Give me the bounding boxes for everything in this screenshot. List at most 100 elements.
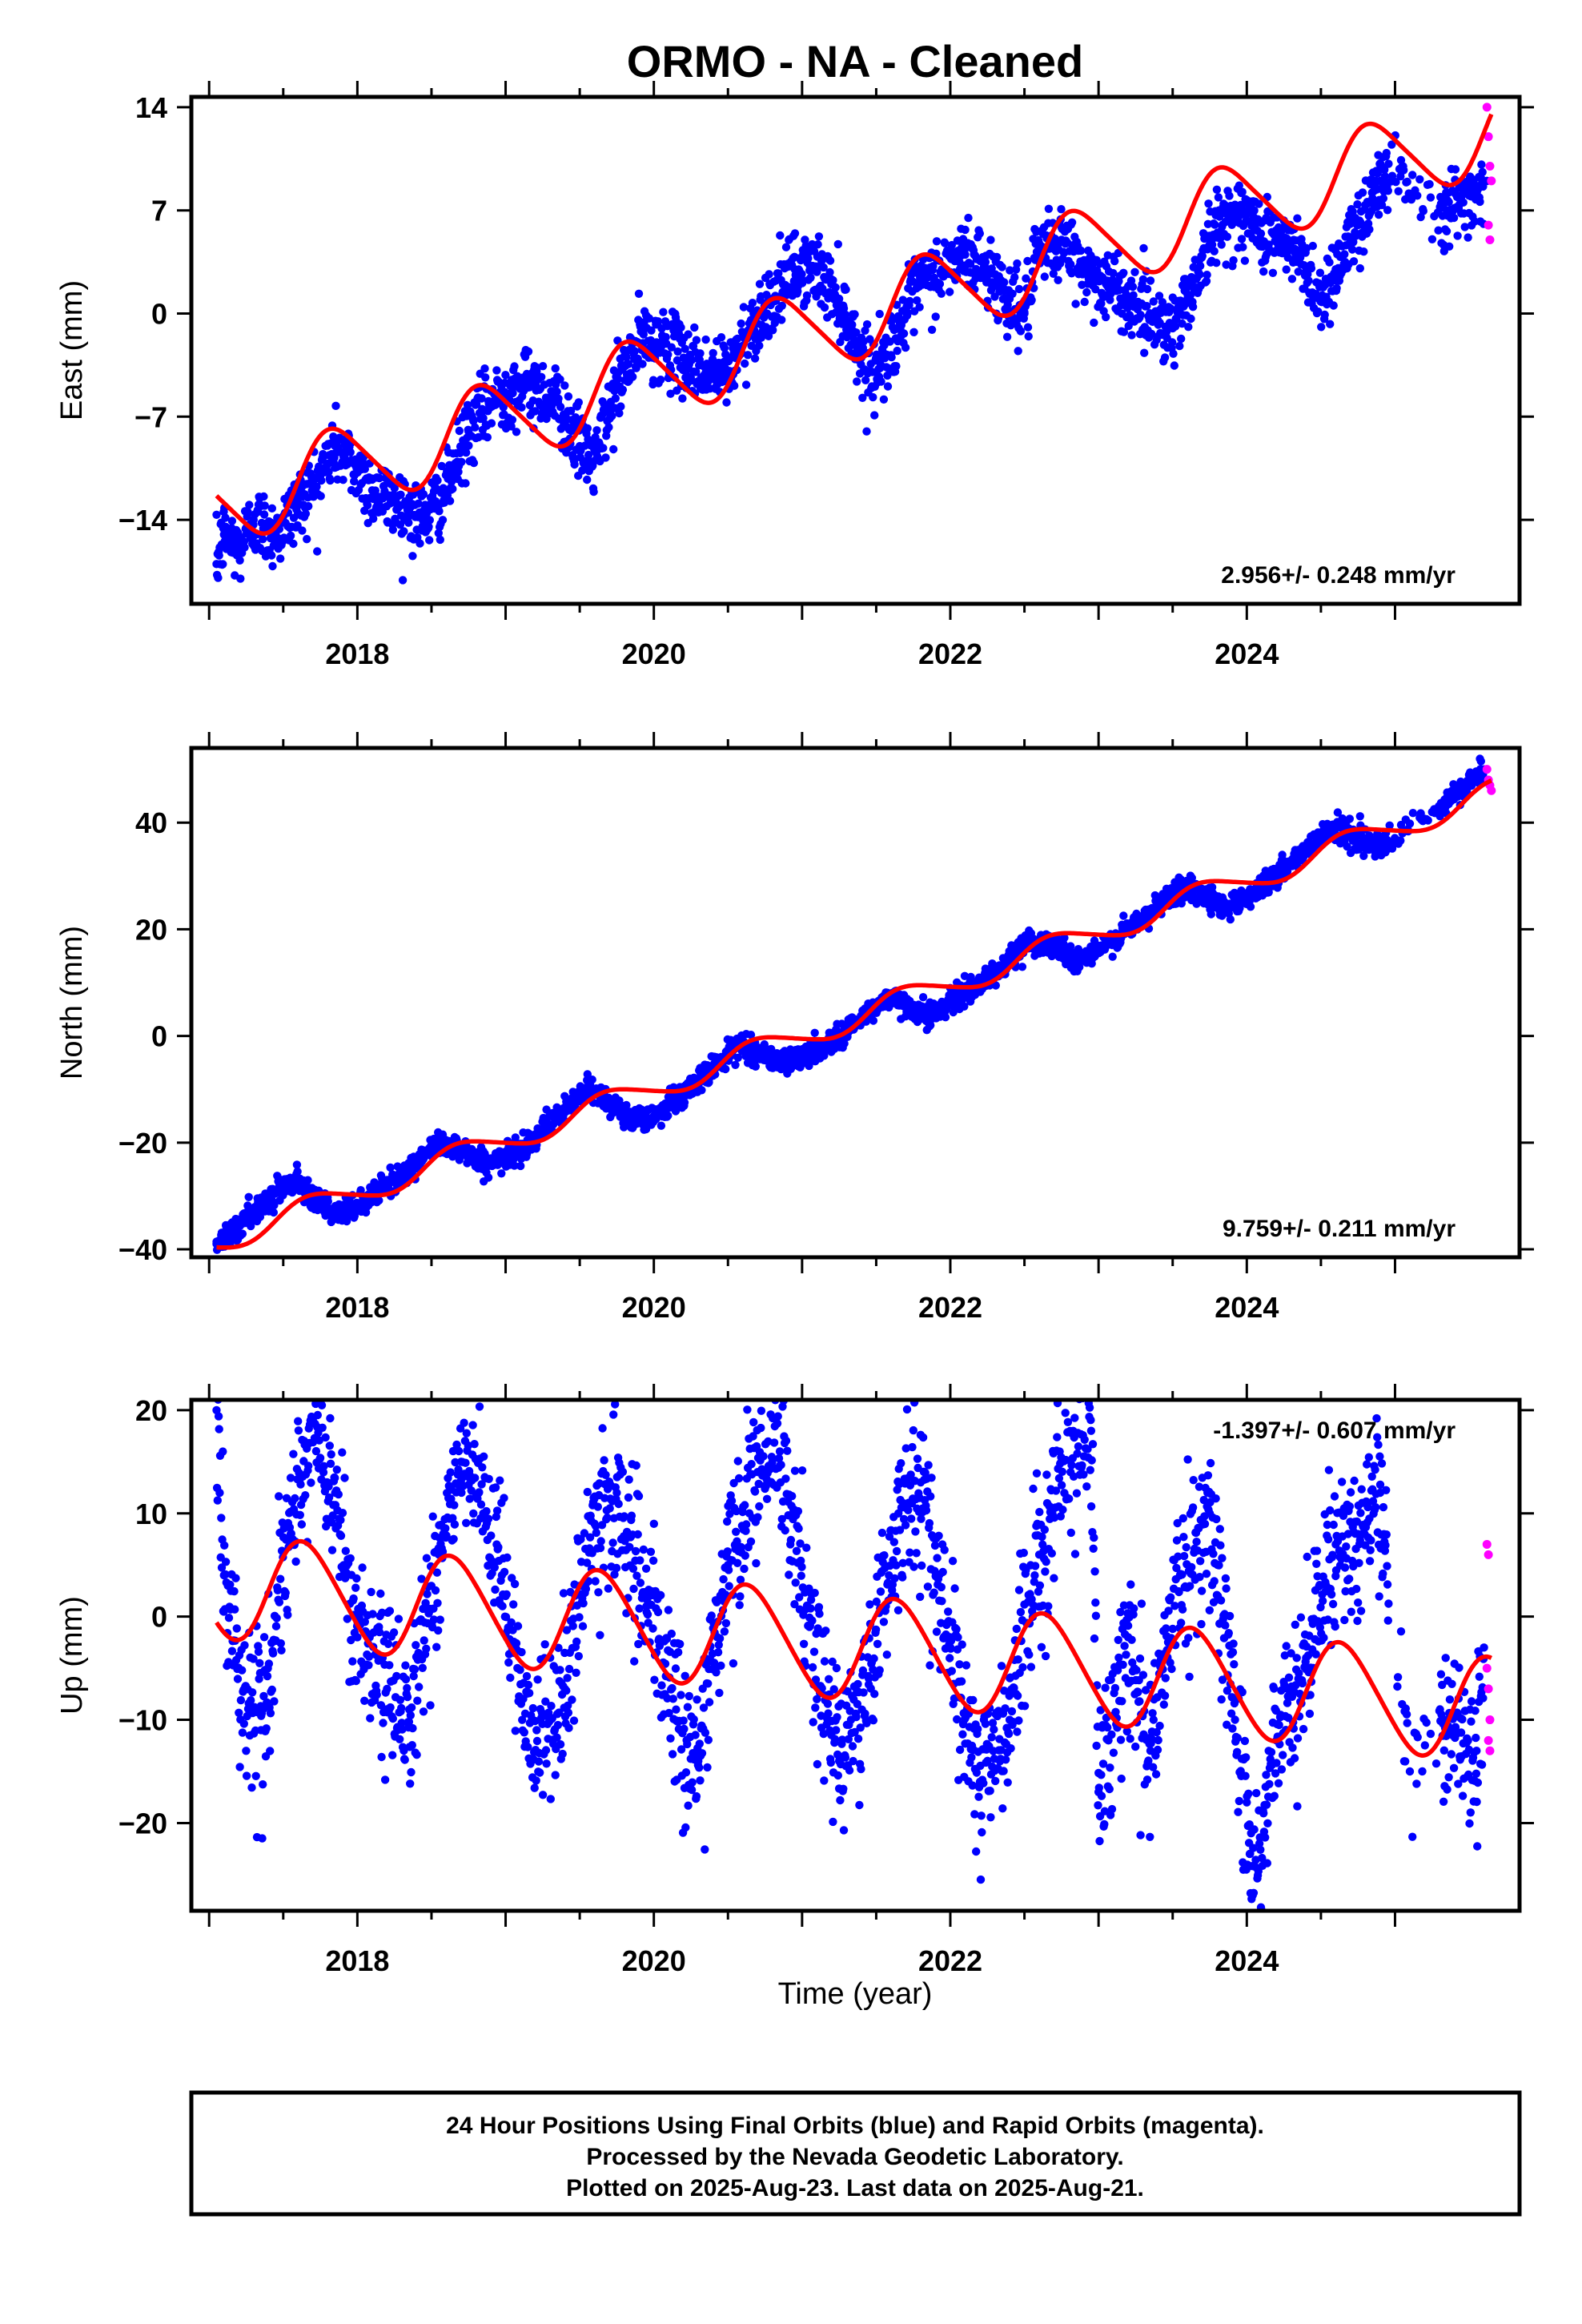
- east-final-point: [1314, 307, 1323, 316]
- east-final-point: [681, 344, 689, 353]
- east-x-tick-label: 2018: [325, 637, 389, 670]
- east-final-point: [599, 444, 608, 452]
- east-final-point: [776, 231, 785, 240]
- east-final-point: [1124, 321, 1133, 331]
- north-y-tick-label: 40: [135, 806, 167, 839]
- north-final-point: [1355, 812, 1365, 821]
- east-final-point: [571, 413, 580, 422]
- east-final-point: [1195, 270, 1204, 279]
- east-final-point: [294, 501, 303, 509]
- east-final-point: [1205, 235, 1215, 244]
- east-final-point: [1082, 287, 1091, 297]
- north-y-tick-label: −40: [118, 1233, 167, 1266]
- north-final-point: [1457, 786, 1466, 795]
- east-final-point: [1097, 299, 1106, 308]
- east-final-point: [998, 263, 1006, 271]
- east-final-point: [1139, 243, 1148, 253]
- north-final-point: [733, 1053, 742, 1063]
- east-final-point: [661, 332, 670, 342]
- east-final-point: [616, 402, 625, 411]
- east-final-point: [819, 263, 828, 272]
- east-final-point: [313, 547, 322, 556]
- east-final-point: [1027, 296, 1036, 304]
- east-final-point: [743, 351, 753, 360]
- east-final-point: [624, 360, 633, 368]
- east-final-point: [858, 393, 867, 402]
- east-final-point: [1204, 199, 1213, 208]
- east-final-point: [883, 382, 893, 391]
- east-final-point: [531, 383, 540, 392]
- east-final-point: [1146, 309, 1155, 318]
- east-final-point: [1359, 247, 1368, 256]
- east-rapid-point: [1485, 161, 1495, 171]
- east-plot-area: [212, 103, 1496, 585]
- north-final-point: [303, 1176, 312, 1184]
- east-final-point: [1079, 265, 1088, 274]
- chart-title: ORMO - NA - Cleaned: [627, 36, 1083, 86]
- east-final-point: [267, 518, 275, 527]
- east-final-point: [564, 392, 573, 401]
- east-final-point: [932, 237, 942, 246]
- east-final-point: [892, 362, 901, 371]
- east-final-point: [259, 535, 267, 544]
- east-final-point: [416, 539, 424, 548]
- east-final-point: [875, 309, 884, 319]
- east-final-point: [551, 364, 560, 373]
- east-final-point: [679, 353, 688, 362]
- east-final-point: [1102, 279, 1110, 288]
- east-final-point: [903, 308, 912, 318]
- east-final-point: [1383, 187, 1393, 195]
- east-final-point: [1170, 361, 1179, 370]
- east-final-point: [553, 397, 562, 407]
- east-final-point: [1184, 323, 1193, 332]
- east-final-point: [1443, 206, 1452, 215]
- east-final-point: [1250, 206, 1259, 215]
- east-final-point: [1002, 332, 1012, 341]
- north-final-point: [1246, 903, 1255, 911]
- east-final-point: [764, 332, 773, 340]
- east-final-point: [825, 256, 835, 265]
- east-final-point: [841, 285, 850, 294]
- east-final-point: [1240, 256, 1250, 265]
- east-final-point: [1375, 176, 1385, 186]
- east-final-point: [1023, 256, 1032, 266]
- north-final-point: [1094, 946, 1103, 955]
- north-final-point: [238, 1229, 247, 1238]
- north-final-point: [991, 981, 1001, 990]
- east-final-point: [797, 279, 807, 287]
- north-y-tick-label: 20: [135, 913, 167, 946]
- east-final-point: [774, 269, 783, 278]
- north-final-point: [1264, 888, 1273, 897]
- north-final-point: [753, 1047, 762, 1056]
- east-final-point: [765, 270, 773, 279]
- east-final-point: [479, 413, 488, 423]
- east-final-point: [1459, 198, 1468, 207]
- east-final-point: [613, 336, 622, 345]
- east-final-point: [375, 473, 384, 483]
- east-final-point: [1331, 265, 1340, 274]
- north-final-point: [656, 1121, 666, 1130]
- north-final-point: [1435, 812, 1444, 821]
- east-final-point: [1419, 207, 1428, 215]
- east-final-point: [457, 457, 466, 466]
- east-final-point: [644, 314, 654, 323]
- east-final-point: [850, 310, 859, 319]
- east-final-point: [1256, 229, 1266, 238]
- east-final-point: [647, 326, 656, 335]
- north-final-point: [244, 1192, 253, 1202]
- north-final-point: [731, 1060, 740, 1070]
- east-final-point: [331, 401, 340, 410]
- north-final-point: [924, 1010, 933, 1019]
- east-final-point: [1066, 259, 1075, 269]
- east-final-point: [507, 422, 516, 431]
- east-final-point: [1102, 312, 1110, 322]
- north-final-point: [1261, 866, 1271, 875]
- east-final-point: [531, 407, 540, 416]
- east-final-point: [613, 374, 623, 384]
- east-final-point: [1308, 241, 1318, 251]
- north-final-point: [721, 1064, 730, 1074]
- east-final-point: [214, 573, 223, 582]
- east-final-point: [219, 530, 228, 539]
- east-final-point: [1368, 194, 1377, 203]
- east-final-point: [235, 545, 243, 554]
